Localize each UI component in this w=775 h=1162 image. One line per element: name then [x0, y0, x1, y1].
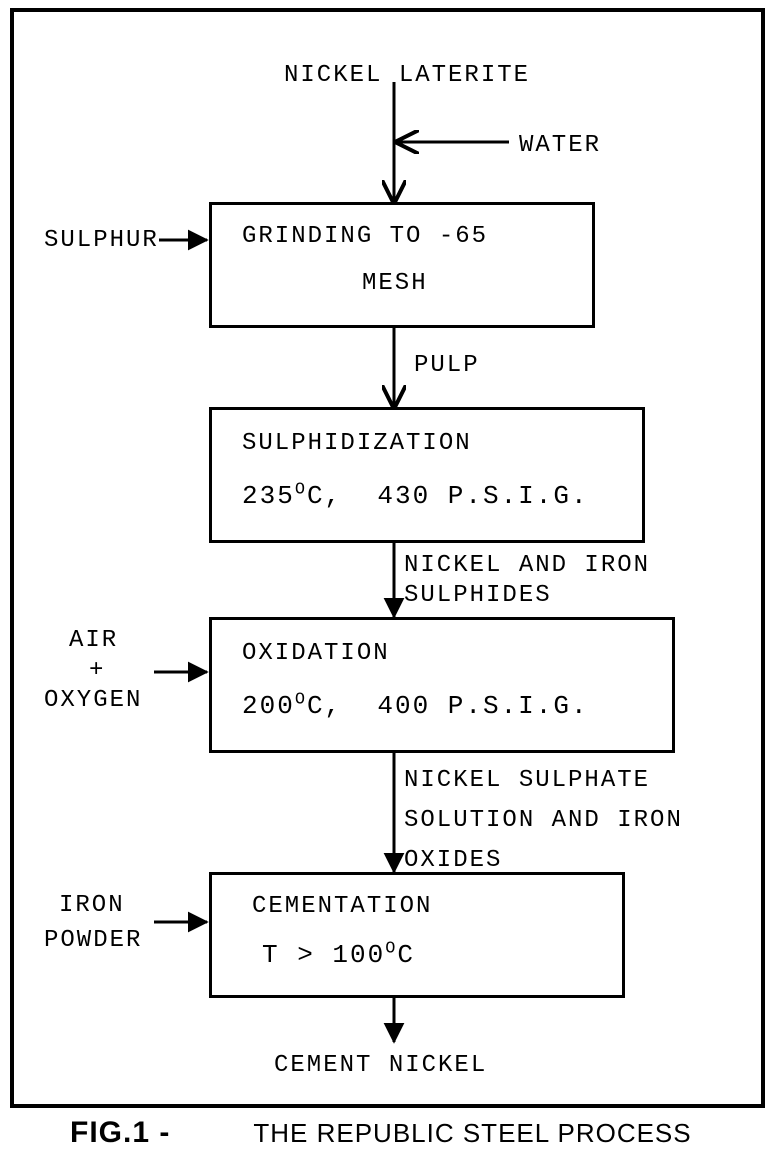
label-plus: +: [89, 657, 105, 684]
box-cementation-line1: CEMENTATION: [212, 875, 622, 920]
label-nickel-iron-sulphides-2: SULPHIDES: [404, 582, 552, 609]
label-nickel-sulphate-1: NICKEL SULPHATE: [404, 767, 650, 794]
label-nickel-sulphate-3: OXIDES: [404, 847, 502, 874]
box-sulphidization-line2: 235OC, 430 P.S.I.G.: [212, 457, 642, 511]
label-nickel-sulphate-2: SOLUTION AND IRON: [404, 807, 683, 834]
caption-text: THE REPUBLIC STEEL PROCESS: [253, 1118, 691, 1148]
label-oxygen: OXYGEN: [44, 687, 142, 714]
box-oxidation: OXIDATION 200OC, 400 P.S.I.G.: [209, 617, 675, 753]
label-air: AIR: [69, 627, 118, 654]
diagram-frame: NICKEL LATERITE WATER SULPHUR GRINDING T…: [10, 8, 765, 1108]
label-water: WATER: [519, 132, 601, 159]
label-iron-2: POWDER: [44, 927, 142, 954]
box-cementation: CEMENTATION T > 100OC: [209, 872, 625, 998]
box-oxidation-line2: 200OC, 400 P.S.I.G.: [212, 667, 672, 721]
box-cementation-line2: T > 100OC: [212, 920, 622, 970]
figure-caption: FIG.1 - THE REPUBLIC STEEL PROCESS: [0, 1116, 775, 1150]
label-iron-1: IRON: [59, 892, 125, 919]
caption-label: FIG.1 -: [70, 1116, 170, 1149]
box-grinding-line2: MESH: [212, 250, 592, 297]
label-pulp: PULP: [414, 352, 480, 379]
label-nickel-iron-sulphides-1: NICKEL AND IRON: [404, 552, 650, 579]
label-sulphur: SULPHUR: [44, 227, 159, 254]
box-grinding-line1: GRINDING TO -65: [212, 205, 592, 250]
box-grinding: GRINDING TO -65 MESH: [209, 202, 595, 328]
box-sulphidization: SULPHIDIZATION 235OC, 430 P.S.I.G.: [209, 407, 645, 543]
label-cement-nickel: CEMENT NICKEL: [274, 1052, 487, 1079]
box-sulphidization-line1: SULPHIDIZATION: [212, 410, 642, 457]
box-oxidation-line1: OXIDATION: [212, 620, 672, 667]
label-nickel-laterite: NICKEL LATERITE: [284, 62, 530, 89]
